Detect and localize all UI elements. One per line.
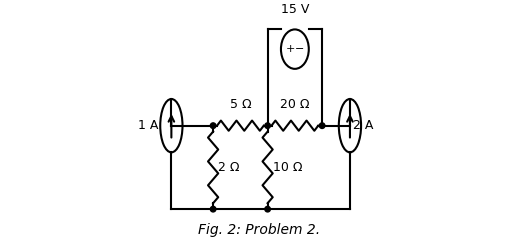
Text: +: +	[285, 44, 295, 54]
Circle shape	[265, 123, 270, 129]
Text: 2 Ω: 2 Ω	[218, 161, 240, 174]
Text: 5 Ω: 5 Ω	[229, 98, 251, 111]
Circle shape	[210, 123, 216, 129]
Circle shape	[265, 206, 270, 212]
Text: 15 V: 15 V	[281, 2, 309, 16]
Text: 2 A: 2 A	[353, 119, 374, 132]
Text: 10 Ω: 10 Ω	[272, 161, 302, 174]
Text: −: −	[295, 44, 305, 54]
Text: 1 A: 1 A	[138, 119, 159, 132]
Text: 20 Ω: 20 Ω	[280, 98, 310, 111]
Circle shape	[319, 123, 325, 129]
Text: Fig. 2: Problem 2.: Fig. 2: Problem 2.	[198, 223, 321, 237]
Circle shape	[210, 206, 216, 212]
